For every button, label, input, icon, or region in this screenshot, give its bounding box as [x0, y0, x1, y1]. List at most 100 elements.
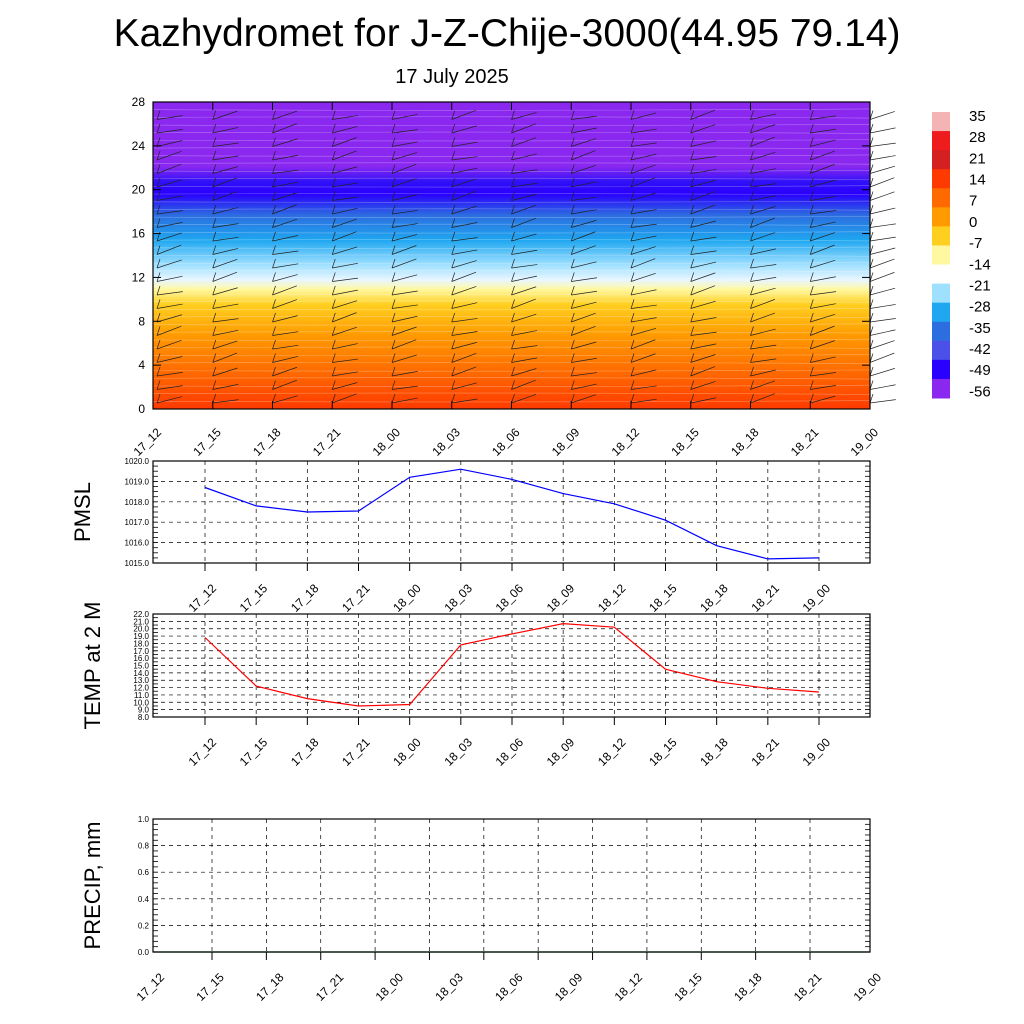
wind-barb-feather	[630, 191, 635, 201]
wind-barb	[156, 303, 183, 309]
colorbar-swatch	[932, 245, 950, 266]
colorbar-label: 14	[969, 172, 986, 189]
wind-barb	[810, 139, 836, 147]
precip-x-tick-label: 19_00	[851, 970, 885, 1004]
precip-y-tick-label: 0.2	[138, 921, 150, 930]
heatmap-x-tick-label: 18_18	[728, 425, 762, 459]
heatmap-y-tick-label: 12	[132, 270, 146, 284]
wind-barb-feather	[272, 312, 276, 323]
wind-barb-feather	[391, 366, 396, 377]
wind-barb-feather	[451, 380, 456, 390]
temp-y-tick-label: 15.0	[133, 662, 149, 671]
wind-barb-feather	[212, 272, 217, 282]
wind-barb-feather	[451, 218, 456, 228]
wind-barb-feather	[331, 191, 336, 201]
wind-barb-feather	[331, 312, 336, 323]
wind-barb	[511, 193, 537, 201]
wind-barb	[869, 236, 896, 242]
wind-barb	[451, 318, 478, 323]
isotherm-line	[152, 200, 871, 203]
wind-barb	[332, 126, 358, 134]
wind-barb	[630, 153, 657, 161]
isotherm-line	[152, 392, 871, 395]
wind-barb	[571, 312, 596, 323]
wind-barb-feather	[451, 285, 456, 296]
wind-barb-feather	[511, 164, 515, 174]
wind-barb-feather	[272, 204, 276, 215]
wind-barb	[212, 223, 239, 228]
wind-barb-feather	[391, 285, 396, 296]
wind-barb-feather	[511, 285, 515, 296]
wind-barb-feather	[272, 366, 276, 377]
wind-barb-feather	[331, 339, 336, 350]
wind-barb	[272, 138, 298, 147]
wind-barb-feather	[570, 231, 575, 242]
wind-barb-feather	[391, 353, 396, 363]
wind-barb	[272, 218, 298, 228]
wind-barb-feather	[272, 123, 276, 134]
colorbar-swatch	[932, 207, 950, 227]
wind-barb-feather	[809, 231, 814, 242]
wind-barb	[391, 234, 418, 242]
wind-barb	[869, 287, 896, 296]
wind-barb-feather	[451, 204, 456, 215]
wind-barb-feather	[511, 380, 515, 390]
pmsl-y-tick-label: 1017.0	[125, 518, 150, 527]
colorbar-label: -21	[969, 277, 991, 294]
wind-barb	[630, 209, 657, 215]
wind-barb-feather	[451, 339, 456, 350]
wind-barb-feather	[451, 191, 456, 201]
wind-barb	[511, 298, 536, 309]
precip-x-tick-label: 18_06	[492, 970, 526, 1004]
precip-x-tick-label: 17_12	[134, 970, 168, 1004]
wind-barb	[451, 398, 478, 404]
wind-barb-feather	[272, 150, 276, 161]
wind-barb-feather	[511, 110, 515, 120]
wind-barb-feather	[391, 123, 396, 134]
wind-barb	[630, 192, 657, 201]
wind-barb	[391, 194, 418, 201]
wind-barb	[869, 223, 896, 228]
wind-barb-feather	[272, 245, 276, 255]
wind-barb-feather	[156, 204, 161, 215]
wind-barb	[750, 248, 776, 255]
wind-barb-feather	[690, 137, 695, 147]
heatmap-y-tick-label: 8	[138, 314, 145, 328]
temp-y-tick-label: 21.0	[133, 617, 149, 626]
wind-barb	[212, 384, 239, 390]
isotherm-line	[152, 116, 871, 119]
wind-barb-feather	[750, 339, 754, 350]
wind-barb	[391, 129, 418, 134]
wind-barb-feather	[570, 285, 575, 296]
wind-barb-feather	[809, 191, 814, 201]
wind-barb	[571, 394, 597, 404]
wind-barb	[869, 155, 896, 161]
precip-y-tick-label: 0.8	[138, 842, 150, 851]
wind-barb-feather	[391, 218, 396, 228]
wind-barb	[571, 220, 597, 228]
wind-barb	[511, 286, 537, 296]
wind-barb	[272, 315, 298, 323]
wind-barb	[750, 277, 777, 282]
wind-barb	[451, 249, 478, 255]
wind-barb-feather	[272, 231, 276, 242]
isotherm-line	[152, 154, 871, 157]
wind-barb	[690, 169, 717, 174]
wind-barb	[750, 287, 776, 296]
wind-barb-feather	[690, 353, 695, 363]
pmsl-x-tick-label: 18_18	[697, 581, 731, 615]
wind-barb-feather	[750, 366, 754, 377]
wind-barb	[156, 115, 183, 120]
wind-barb	[571, 181, 597, 188]
wind-barb	[869, 384, 896, 390]
wind-barb	[511, 112, 537, 120]
precip-y-tick-label: 1.0	[138, 815, 150, 824]
wind-barb-feather	[630, 326, 635, 336]
wind-barb	[332, 182, 358, 188]
wind-barb-feather	[750, 380, 754, 390]
wind-barb	[272, 299, 298, 309]
wind-barb	[272, 204, 297, 215]
wind-barb	[630, 304, 657, 309]
pmsl-frame	[152, 460, 871, 564]
pmsl-x-tick-label: 18_06	[493, 581, 527, 615]
